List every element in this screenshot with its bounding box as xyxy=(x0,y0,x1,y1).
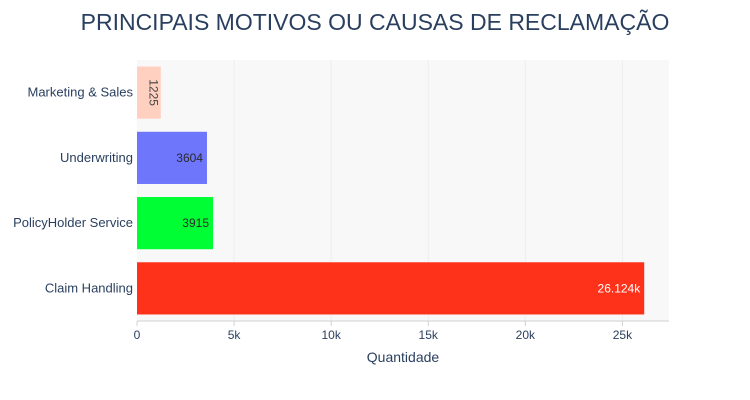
x-tick-label: 10k xyxy=(321,328,341,342)
x-tick-label: 15k xyxy=(419,328,439,342)
data-label: 1225 xyxy=(147,79,161,106)
x-tick-label: 25k xyxy=(613,328,633,342)
y-category-label: PolicyHolder Service xyxy=(13,215,133,230)
x-ticks: 0 5k 10k 15k 20k 25k xyxy=(134,321,633,342)
bar xyxy=(137,131,207,184)
bars: 1225 3604 3915 26.124k xyxy=(137,66,645,315)
x-axis-title: Quantidade xyxy=(367,349,440,365)
x-tick-label: 5k xyxy=(228,328,242,342)
data-label: 3915 xyxy=(182,216,209,230)
bar xyxy=(137,262,645,315)
bar xyxy=(137,66,161,119)
x-tick-label: 20k xyxy=(516,328,536,342)
y-category-label: Claim Handling xyxy=(45,280,133,295)
y-category-label: Underwriting xyxy=(60,150,133,165)
data-label: 26.124k xyxy=(598,281,642,295)
bar xyxy=(137,197,214,250)
data-label: 3604 xyxy=(176,151,203,165)
x-tick-label: 0 xyxy=(134,328,141,342)
chart-title: PRINCIPAIS MOTIVOS OU CAUSAS DE RECLAMAÇ… xyxy=(81,9,670,35)
y-categories: Marketing & Sales Underwriting PolicyHolde… xyxy=(13,85,133,296)
y-category-label: Marketing & Sales xyxy=(28,85,134,100)
